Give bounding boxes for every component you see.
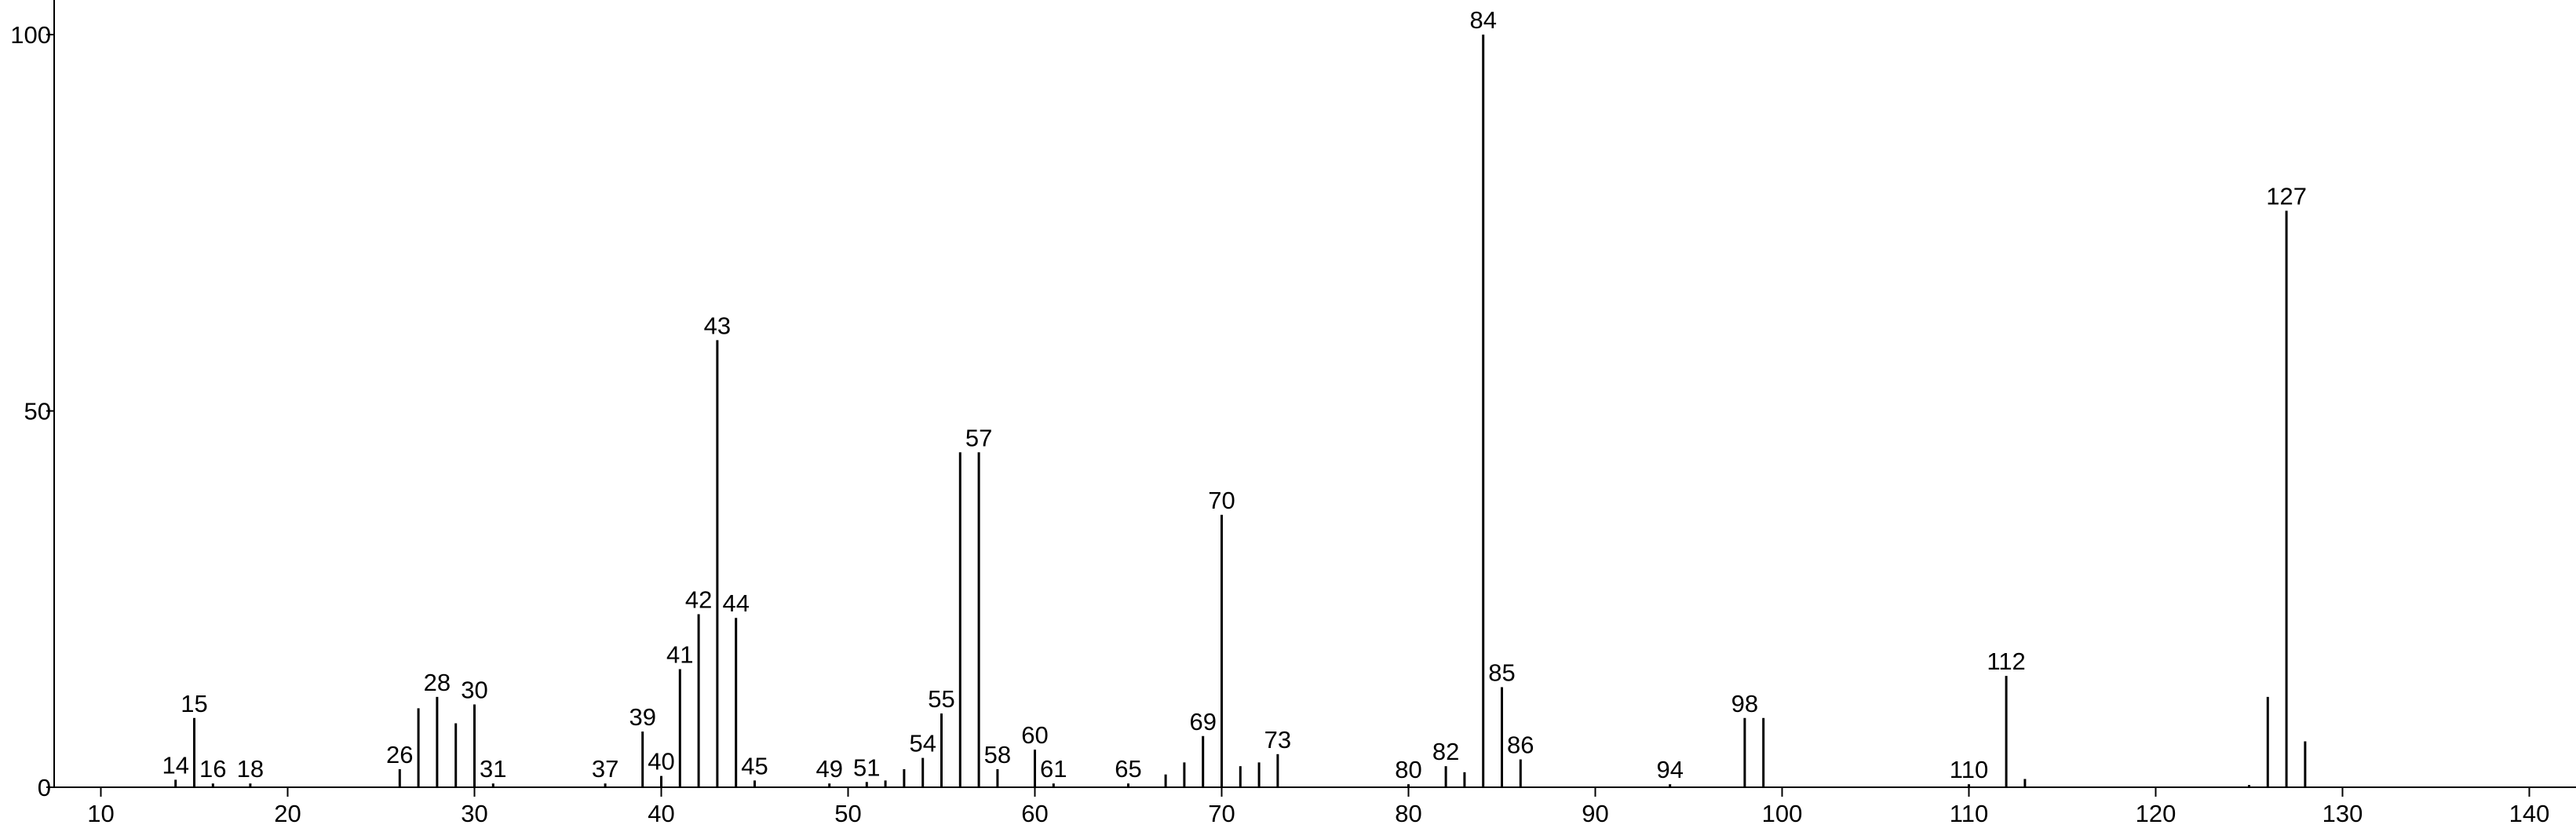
peak-label: 86 xyxy=(1507,732,1534,759)
x-tick-label: 40 xyxy=(648,800,674,827)
x-tick-label: 120 xyxy=(2136,800,2176,827)
peak-label: 69 xyxy=(1189,708,1216,735)
peak-label: 40 xyxy=(648,748,674,775)
peak-label: 61 xyxy=(1040,755,1067,783)
peak-label: 60 xyxy=(1021,721,1048,749)
peak-label: 49 xyxy=(815,755,842,783)
peak-label: 65 xyxy=(1115,755,1141,783)
peak-label: 82 xyxy=(1432,738,1459,765)
peak-label: 42 xyxy=(685,586,712,613)
peak-label: 112 xyxy=(1987,648,2025,675)
peak-label: 84 xyxy=(1469,6,1496,34)
peak-label: 55 xyxy=(928,685,954,713)
peak-label: 85 xyxy=(1488,659,1515,686)
x-tick-label: 70 xyxy=(1208,800,1235,827)
peak-label: 98 xyxy=(1731,690,1758,717)
peak-label: 127 xyxy=(2266,182,2307,210)
peak-label: 73 xyxy=(1264,726,1291,754)
peak-label: 15 xyxy=(181,690,207,717)
peak-label: 14 xyxy=(162,751,188,779)
peak-label: 57 xyxy=(965,424,992,451)
peak-label: 16 xyxy=(199,755,226,783)
peak-label: 58 xyxy=(984,741,1011,768)
x-tick-label: 80 xyxy=(1395,800,1421,827)
peak-label: 80 xyxy=(1395,756,1421,783)
peak-label: 31 xyxy=(480,755,506,783)
peak-label: 51 xyxy=(853,754,880,781)
x-tick-label: 20 xyxy=(274,800,301,827)
peak-label: 44 xyxy=(722,589,749,617)
peak-label: 110 xyxy=(1950,756,1988,783)
x-tick-label: 130 xyxy=(2322,800,2363,827)
peak-label: 18 xyxy=(237,755,264,783)
peak-label: 39 xyxy=(629,703,655,731)
peak-label: 30 xyxy=(461,677,487,704)
y-tick-label: 50 xyxy=(24,398,51,425)
peak-label: 43 xyxy=(704,312,731,339)
peak-label: 28 xyxy=(424,669,451,696)
x-tick-label: 140 xyxy=(2509,800,2550,827)
y-tick-label: 100 xyxy=(10,21,51,49)
peak-label: 94 xyxy=(1656,756,1683,783)
x-tick-label: 60 xyxy=(1021,800,1048,827)
peak-label: 45 xyxy=(741,752,768,779)
x-tick-label: 110 xyxy=(1950,800,1988,827)
x-tick-label: 10 xyxy=(87,800,114,827)
peak-label: 41 xyxy=(666,640,693,668)
peak-label: 54 xyxy=(909,730,936,757)
peak-label: 70 xyxy=(1208,487,1235,514)
peak-label: 37 xyxy=(592,755,618,783)
x-tick-label: 50 xyxy=(834,800,861,827)
x-tick-label: 90 xyxy=(1582,800,1608,827)
x-tick-label: 30 xyxy=(461,800,487,827)
y-tick-label: 0 xyxy=(38,774,51,801)
x-tick-label: 100 xyxy=(1762,800,1803,827)
peak-label: 26 xyxy=(386,741,413,768)
